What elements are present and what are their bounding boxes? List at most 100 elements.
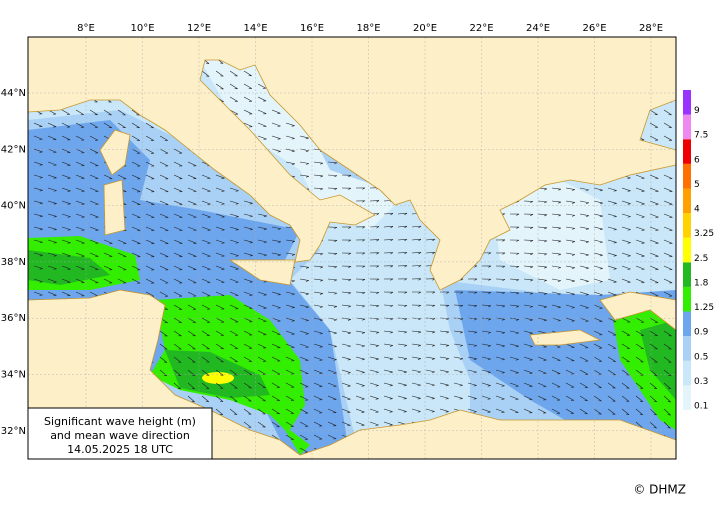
arrow [663,408,671,416]
arrow [145,161,155,167]
arrow [61,161,71,166]
arrow [425,291,436,294]
arrow [61,252,71,257]
arrow [215,200,225,205]
arrow [271,135,281,140]
arrow [425,408,435,413]
arrow [663,239,673,244]
arrow [47,148,57,153]
arrow [621,382,630,389]
arrow [103,278,113,284]
caption-line: Significant wave height (m) [44,415,196,428]
lon-label: 18°E [356,23,380,34]
arrow [551,356,561,362]
arrow [61,187,71,192]
arrow [187,278,197,284]
arrow [173,226,183,232]
arrow [467,369,477,374]
arrow [579,187,589,192]
arrow [271,252,281,256]
arrow [327,382,337,387]
arrow [159,278,169,284]
arrow [663,226,673,231]
arrow [229,356,238,363]
arrow [355,239,366,242]
arrow [397,238,408,242]
arrow [411,408,421,413]
arrow [635,213,645,218]
arrow [537,252,548,256]
arrow [75,174,85,179]
arrow [187,265,197,271]
lon-label: 20°E [413,23,437,34]
arrow [243,226,253,231]
arrow [369,304,380,308]
arrow [145,200,155,206]
arrow [89,122,98,128]
arrow [299,421,309,427]
arrow [285,304,295,309]
arrow [131,278,141,284]
credit: © DHMZ [633,483,686,497]
arrow [229,278,239,283]
arrow [341,421,351,427]
arrow [663,382,672,390]
arrow [663,421,671,429]
arrow [229,330,239,336]
arrow [607,226,617,231]
arrow [159,213,169,219]
arrow [495,330,505,334]
arrow [187,356,196,363]
arrow [75,135,85,141]
arrow [215,408,224,416]
arrow [285,122,295,127]
arrow [229,96,238,102]
arrow [89,239,99,244]
arrow [145,252,155,258]
colorbar-segment [683,262,691,287]
arrow [383,408,393,413]
arrow [467,291,478,294]
arrow [663,291,673,297]
arrow [593,408,602,415]
arrow [579,343,589,349]
arrow [299,135,309,140]
arrow [173,291,183,297]
arrow [411,382,421,387]
arrow [607,239,617,244]
arrow [159,187,169,193]
arrow [607,408,616,415]
arrow [299,317,309,322]
arrow [159,252,169,258]
arrow [523,369,533,374]
arrow [341,304,352,308]
arrow [187,291,197,297]
arrow [257,304,267,309]
arrow [271,148,281,153]
arrow [145,265,155,271]
arrow [551,382,561,388]
arrow [537,187,548,191]
arrow [243,408,252,415]
arrow [145,135,154,141]
arrow [159,174,169,180]
arrow [509,369,519,374]
arrow [61,109,71,115]
arrow [257,252,267,257]
arrow [341,252,352,255]
arrow [243,252,253,257]
arrow [523,213,534,216]
arrow [341,291,352,295]
arrow [159,343,168,350]
arrow [89,148,99,154]
arrow [649,291,659,297]
arrow [439,343,450,347]
arrow [187,369,196,376]
arrow [663,278,673,284]
arrow [159,265,169,271]
colorbar-segment [683,237,691,263]
arrow [33,226,43,231]
arrow [215,291,225,297]
arrow [551,317,561,322]
arrow [411,278,422,281]
